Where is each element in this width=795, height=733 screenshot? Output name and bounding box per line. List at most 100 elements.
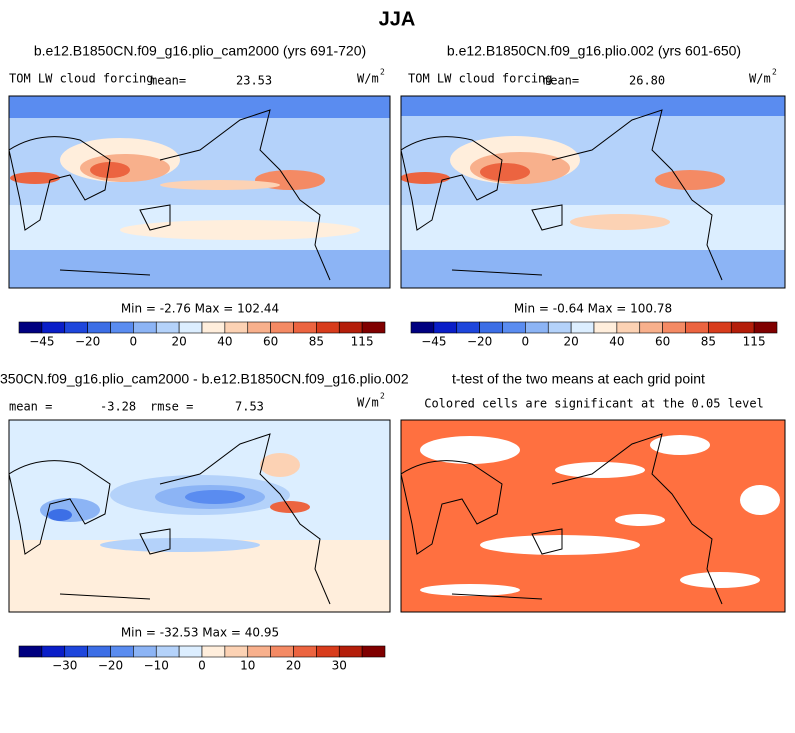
colorbar-label: 0 xyxy=(130,335,138,349)
colorbar-label: 0 xyxy=(198,659,206,673)
colorbar-box xyxy=(133,645,157,658)
colorbar-box xyxy=(178,321,203,334)
units: W/m xyxy=(357,396,379,410)
panel-title: t-test of the two means at each grid poi… xyxy=(452,371,705,387)
map-frame xyxy=(400,419,786,613)
colorbar-box xyxy=(708,321,732,334)
colorbar-box xyxy=(685,321,709,334)
colorbar-box xyxy=(433,321,458,334)
colorbar-label: 30 xyxy=(332,659,347,673)
colorbar-box xyxy=(456,321,480,334)
colorbar-box xyxy=(87,645,111,658)
colorbar: −45 −20 0 20 40 60 85 115 xyxy=(410,321,778,349)
min-max: Min = -0.64 Max = 100.78 xyxy=(514,302,672,316)
colorbar-box xyxy=(547,321,572,334)
colorbar-box xyxy=(316,645,340,658)
mean-label: mean= xyxy=(543,74,579,88)
map-frame xyxy=(8,419,391,613)
colorbar-label: 20 xyxy=(286,659,301,673)
colorbar-label: −20 xyxy=(75,335,100,349)
map xyxy=(9,420,390,612)
colorbar-label: 20 xyxy=(563,335,578,349)
colorbar-box xyxy=(410,321,435,334)
colorbar-label: −20 xyxy=(467,335,492,349)
colorbar-box xyxy=(155,321,180,334)
colorbar-label: 115 xyxy=(351,335,374,349)
colorbar-box xyxy=(361,321,386,334)
map-frame xyxy=(8,95,391,289)
colorbar-label: 115 xyxy=(743,335,766,349)
panel-subtitle: Colored cells are significant at the 0.0… xyxy=(424,397,764,411)
colorbar-label: 40 xyxy=(217,335,232,349)
colorbar-box xyxy=(639,321,663,334)
colorbar-box xyxy=(293,321,317,334)
mean-value: 26.80 xyxy=(629,74,665,88)
colorbar-label: 0 xyxy=(522,335,530,349)
units-exponent: 2 xyxy=(380,68,385,77)
panel-title: 350CN.f09_g16.plio_cam2000 - b.e12.B1850… xyxy=(0,371,409,387)
colorbar-box xyxy=(270,645,294,658)
colorbar-label: −45 xyxy=(29,335,54,349)
colorbar-box xyxy=(361,645,386,658)
colorbar-box xyxy=(18,321,43,334)
mean-label: mean= xyxy=(150,74,186,88)
colorbar-box xyxy=(338,645,363,658)
colorbar-label: 10 xyxy=(240,659,255,673)
colorbar-box xyxy=(479,321,503,334)
colorbar-label: 85 xyxy=(701,335,716,349)
units: W/m xyxy=(357,72,379,86)
colorbar-label: −30 xyxy=(52,659,77,673)
figure-title: JJA xyxy=(379,8,416,30)
colorbar-label: −45 xyxy=(421,335,446,349)
map xyxy=(401,96,785,288)
map xyxy=(9,96,390,288)
colorbar-box xyxy=(110,645,134,658)
units-exponent: 2 xyxy=(772,68,777,77)
variable-label: TOM LW cloud forcing xyxy=(408,72,553,86)
colorbar-box xyxy=(224,645,249,658)
colorbar-box xyxy=(338,321,363,334)
min-max: Min = -2.76 Max = 102.44 xyxy=(121,302,279,316)
colorbar: −30 −20 −10 0 10 20 30 xyxy=(18,645,386,673)
colorbar-box xyxy=(41,645,66,658)
colorbar-label: −20 xyxy=(98,659,123,673)
colorbar-box xyxy=(201,321,226,334)
colorbar-box xyxy=(570,321,595,334)
colorbar-box xyxy=(270,321,294,334)
mean-label: mean = xyxy=(9,400,52,414)
colorbar-box xyxy=(41,321,66,334)
units-exponent: 2 xyxy=(380,392,385,401)
colorbar-box xyxy=(316,321,340,334)
colorbar: −45 −20 0 20 40 60 85 115 xyxy=(18,321,386,349)
colorbar-box xyxy=(662,321,686,334)
colorbar-box xyxy=(753,321,778,334)
colorbar-box xyxy=(133,321,157,334)
min-max: Min = -32.53 Max = 40.95 xyxy=(121,626,279,640)
panel-title: b.e12.B1850CN.f09_g16.plio_cam2000 (yrs … xyxy=(34,43,366,59)
colorbar-label: 60 xyxy=(263,335,278,349)
colorbar-label: 60 xyxy=(655,335,670,349)
colorbar-box xyxy=(110,321,134,334)
mean-value: -3.28 xyxy=(100,400,136,414)
colorbar-box xyxy=(525,321,549,334)
colorbar-box xyxy=(178,645,203,658)
panel-title: b.e12.B1850CN.f09_g16.plio.002 (yrs 601-… xyxy=(447,43,741,59)
colorbar-box xyxy=(730,321,755,334)
colorbar-box xyxy=(155,645,180,658)
colorbar-box xyxy=(64,321,88,334)
mean-value: 23.53 xyxy=(236,74,272,88)
colorbar-box xyxy=(87,321,111,334)
map xyxy=(401,420,785,612)
colorbar-box xyxy=(247,645,271,658)
colorbar-box xyxy=(64,645,88,658)
colorbar-box xyxy=(616,321,641,334)
colorbar-label: 85 xyxy=(309,335,324,349)
colorbar-box xyxy=(18,645,43,658)
colorbar-box xyxy=(502,321,526,334)
colorbar-box xyxy=(247,321,271,334)
colorbar-box xyxy=(593,321,618,334)
colorbar-box xyxy=(224,321,249,334)
colorbar-label: 20 xyxy=(171,335,186,349)
map-frame xyxy=(400,95,786,289)
